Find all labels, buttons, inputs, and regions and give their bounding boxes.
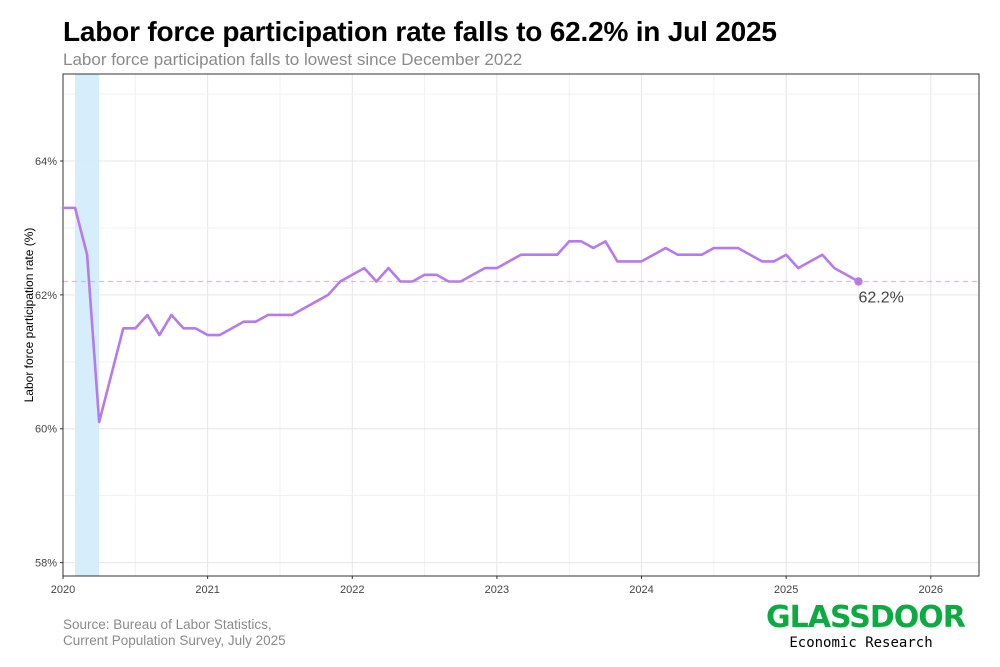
line-chart: 62.2% 2020 2021 2022 2023 2024 2025 2026 58% 60% 6… <box>22 73 980 596</box>
source-line-2: Current Population Survey, July 2025 <box>63 633 286 648</box>
shaded-period <box>75 74 100 576</box>
glassdoor-logo: GLASSDOOR Economic Research <box>766 598 966 651</box>
source-line-1: Source: Bureau of Labor Statistics, <box>63 617 272 632</box>
chart-title: Labor force participation rate falls to … <box>63 16 777 47</box>
x-tick-label: 2022 <box>340 584 364 596</box>
chart-subtitle: Labor force participation falls to lowes… <box>63 50 523 69</box>
endpoint-dot <box>854 277 863 286</box>
endpoint-label: 62.2% <box>858 289 903 306</box>
x-tick-label: 2023 <box>485 584 509 596</box>
x-tick-label: 2025 <box>774 584 798 596</box>
y-tick-label: 64% <box>35 156 57 168</box>
plot-border <box>62 73 980 577</box>
logo-wordmark: GLASSDOOR <box>766 600 966 635</box>
y-tick-label: 62% <box>35 290 57 302</box>
x-tick-label: 2024 <box>629 584 653 596</box>
x-tick-label: 2020 <box>51 584 75 596</box>
series-line <box>61 206 860 424</box>
y-axis-title: Labor force participation rate (%) <box>22 228 36 403</box>
y-tick-label: 60% <box>35 424 57 436</box>
source-note: Source: Bureau of Labor Statistics, Curr… <box>63 617 286 649</box>
x-tick-label: 2021 <box>195 584 219 596</box>
plot-panel <box>63 74 979 576</box>
x-tick-label: 2026 <box>919 584 943 596</box>
y-tick-label: 58% <box>35 558 57 570</box>
logo-tagline: Economic Research <box>789 635 933 651</box>
